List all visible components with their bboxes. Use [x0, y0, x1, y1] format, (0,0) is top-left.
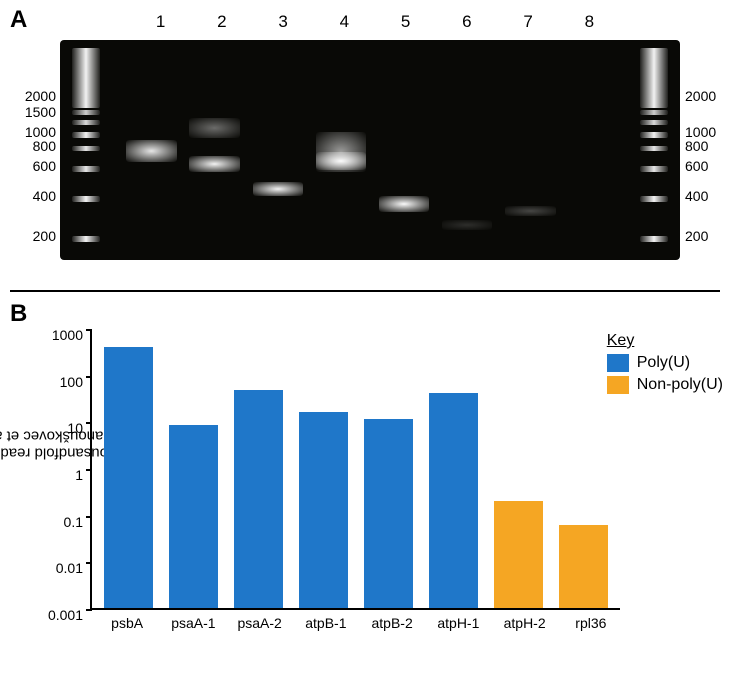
size-marker: 1500 [8, 104, 56, 120]
legend-item: Non-poly(U) [607, 376, 723, 394]
x-tick-label: psaA-1 [160, 615, 226, 631]
x-tick-label: rpl36 [558, 615, 624, 631]
legend-swatch [607, 376, 629, 394]
x-tick-label: psaA-2 [227, 615, 293, 631]
lane-num: 1 [156, 12, 165, 32]
x-tick-label: atpH-2 [492, 615, 558, 631]
lane-num: 2 [217, 12, 226, 32]
y-tick-label: 0.01 [28, 561, 83, 575]
size-marker: 600 [8, 158, 56, 174]
y-tick-label: 0.1 [28, 515, 83, 529]
gel-lanes [120, 48, 625, 248]
lane-num: 8 [585, 12, 594, 32]
plot-area [90, 330, 620, 610]
bar [104, 347, 152, 608]
gel-lane [120, 48, 183, 248]
size-marker: 200 [8, 228, 56, 244]
gel-lane [246, 48, 309, 248]
bar [429, 393, 477, 608]
gel-image [60, 40, 680, 260]
x-tick-label: atpH-1 [425, 615, 491, 631]
size-marker: 200 [685, 228, 733, 244]
y-tick-label: 1 [28, 468, 83, 482]
legend-items: Poly(U) Non-poly(U) [607, 354, 723, 394]
bar [169, 425, 217, 608]
bar [364, 419, 412, 608]
gel-lane [373, 48, 436, 248]
panel-divider [10, 290, 720, 292]
y-tick-label: 100 [28, 375, 83, 389]
legend-swatch [607, 354, 629, 372]
x-tick-label: atpB-2 [359, 615, 425, 631]
x-tick-label: psbA [94, 615, 160, 631]
panel-a: A 1 2 3 4 5 6 7 8 2000150010008006004002… [0, 0, 737, 290]
legend-label: Poly(U) [637, 354, 690, 372]
legend: Key Poly(U) Non-poly(U) [607, 332, 723, 398]
lane-numbers: 1 2 3 4 5 6 7 8 [130, 12, 620, 32]
gel-lane [562, 48, 625, 248]
panel-a-label: A [10, 6, 27, 34]
gel-lane [436, 48, 499, 248]
gel-lane [309, 48, 372, 248]
gel-lane [499, 48, 562, 248]
size-marker: 400 [8, 188, 56, 204]
bar [299, 412, 347, 608]
lane-num: 7 [523, 12, 532, 32]
y-tick-label: 1000 [28, 328, 83, 342]
lane-num: 6 [462, 12, 471, 32]
bar [234, 390, 282, 608]
size-marker: 600 [685, 158, 733, 174]
gel-lane [183, 48, 246, 248]
lane-num: 4 [340, 12, 349, 32]
size-marker: 2000 [685, 88, 733, 104]
legend-title: Key [607, 332, 723, 350]
y-tick-label: 10 [28, 421, 83, 435]
bar [559, 525, 607, 608]
legend-item: Poly(U) [607, 354, 723, 372]
x-tick-label: atpB-1 [293, 615, 359, 631]
ladder-left [72, 48, 100, 248]
panel-b-label: B [10, 300, 27, 328]
bars-container [92, 330, 620, 608]
panel-b: B Thousandfold read coverage (Janouškove… [0, 300, 737, 680]
size-marker: 800 [8, 138, 56, 154]
size-marker: 2000 [8, 88, 56, 104]
ladder-right [640, 48, 668, 248]
lane-num: 3 [278, 12, 287, 32]
size-marker: 400 [685, 188, 733, 204]
bar [494, 501, 542, 608]
lane-num: 5 [401, 12, 410, 32]
y-tick-label: 0.001 [28, 608, 83, 622]
bar-chart: psbApsaA-1psaA-2atpB-1atpB-2atpH-1atpH-2… [90, 330, 620, 640]
size-marker: 800 [685, 138, 733, 154]
legend-label: Non-poly(U) [637, 376, 723, 394]
